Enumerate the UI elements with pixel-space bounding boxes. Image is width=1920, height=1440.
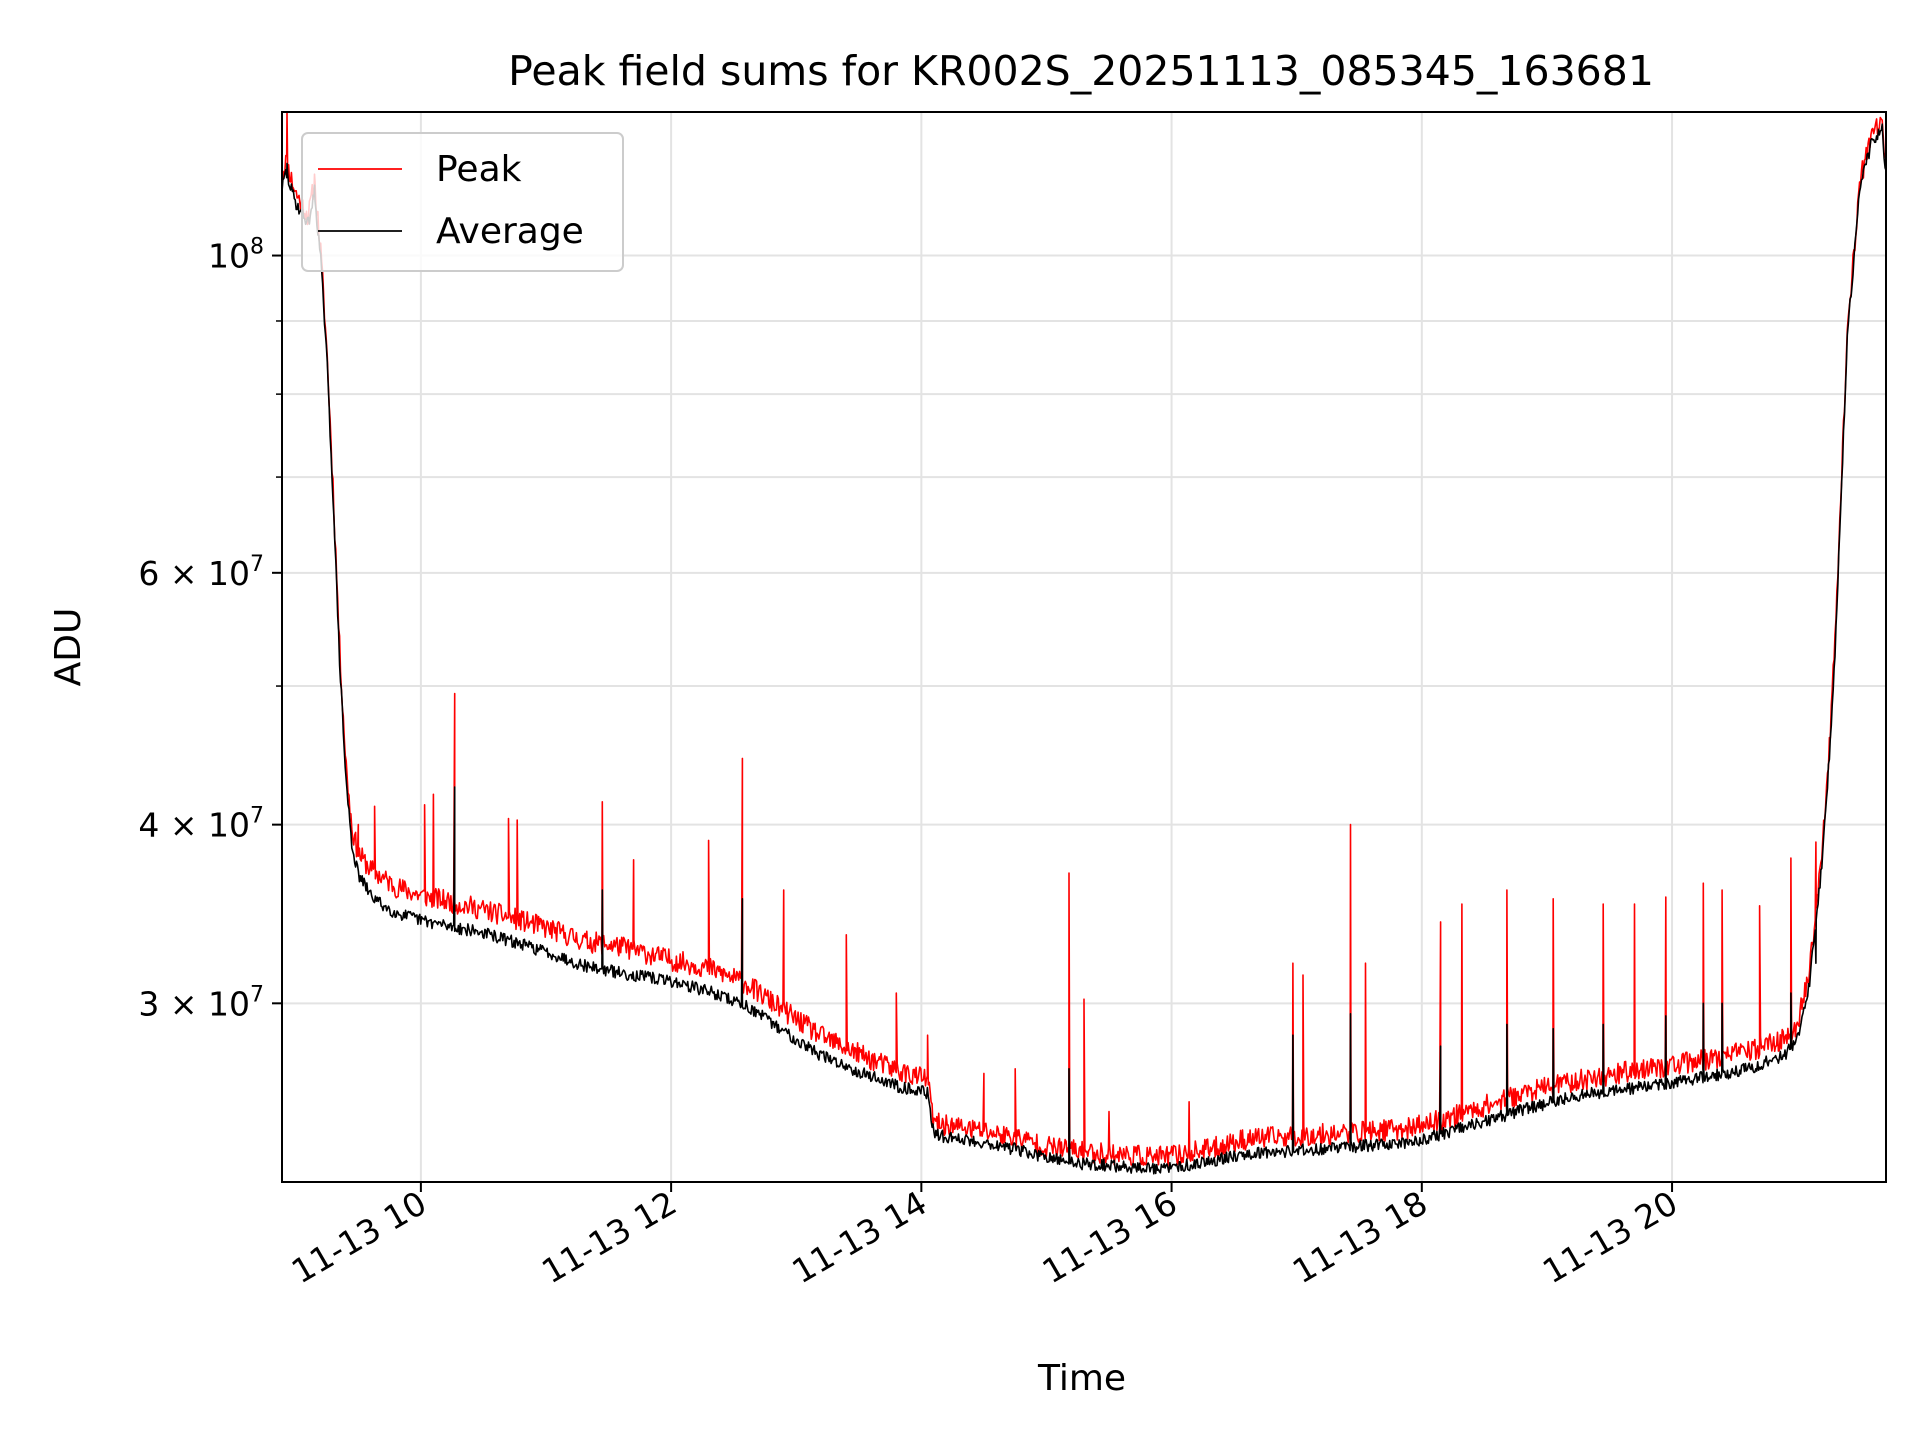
legend-label-peak: Peak [436,149,522,190]
y-tick-label: 4 × 107 [138,804,264,845]
x-axis-label: Time [1037,1358,1126,1399]
y-tick-label: 3 × 107 [138,982,264,1023]
plot-frame [281,111,1887,1183]
y-axis-label: ADU [48,608,89,687]
legend: Peak Average [301,132,624,272]
series-line-average [281,123,1887,1175]
y-tick-label: 6 × 107 [138,552,264,593]
y-tick-label: 108 [208,235,264,276]
series-lines [281,111,1887,1175]
chart-title: Peak field sums for KR002S_20251113_0853… [508,47,1654,95]
legend-box [301,132,624,272]
legend-label-average: Average [436,211,584,252]
